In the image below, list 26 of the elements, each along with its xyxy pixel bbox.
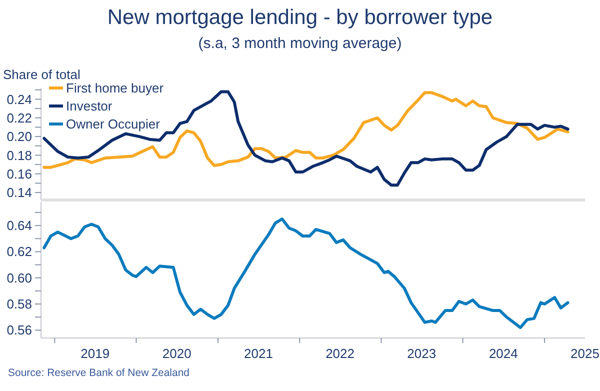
chart-title: New mortgage lending - by borrower type xyxy=(107,6,493,29)
x-tick-label: 2023 xyxy=(407,346,436,361)
x-tick-label: 2025 xyxy=(570,346,600,361)
x-tick-label: 2022 xyxy=(326,346,355,361)
y-axis-title: Share of total xyxy=(3,67,80,82)
y-tick-label: 0.16 xyxy=(6,166,32,182)
y-tick-label: 0.56 xyxy=(6,322,32,338)
y-tick-label: 0.58 xyxy=(6,296,32,312)
y-tick-label: 0.22 xyxy=(6,110,32,126)
x-tick-label: 2020 xyxy=(162,346,192,361)
text: Owner Occupier xyxy=(66,116,160,132)
legend-label: Investor xyxy=(66,98,113,114)
chart-subtitle: (s.a, 3 month moving average) xyxy=(198,35,402,52)
x-tick-label: 2021 xyxy=(244,346,273,361)
y-tick-label: 0.14 xyxy=(6,185,32,200)
legend-label: First home buyer xyxy=(66,80,164,96)
y-tick-label: 0.62 xyxy=(6,244,32,260)
source-note: Source: Reserve Bank of New Zealand xyxy=(8,367,190,379)
y-tick-label: 0.60 xyxy=(6,270,32,286)
line-series xyxy=(42,218,570,330)
y-tick-label: 0.18 xyxy=(6,148,32,163)
y-tick-label: 0.24 xyxy=(6,92,32,107)
y-tick-label: 0.20 xyxy=(6,129,32,144)
x-tick-label: 2019 xyxy=(80,346,110,361)
x-tick-label: 2024 xyxy=(488,346,518,361)
y-tick-label: 0.64 xyxy=(6,218,32,234)
